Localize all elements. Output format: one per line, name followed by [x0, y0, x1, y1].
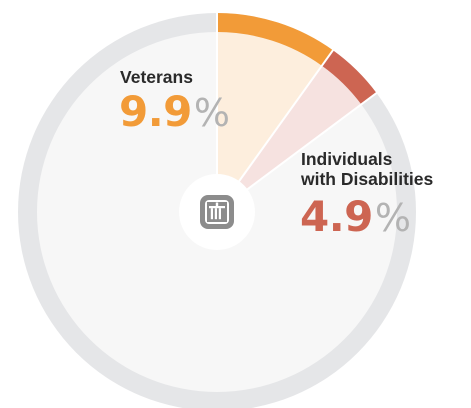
disabilities-value: 4.9%: [300, 192, 411, 241]
thunderbird-logo-icon: [200, 195, 234, 229]
disabilities-label: Individuals with Disabilities: [301, 149, 433, 189]
disabilities-percent-sign: %: [374, 196, 411, 240]
disabilities-slice-ring: [321, 50, 377, 105]
veterans-slice-fill: [217, 32, 322, 212]
disabilities-slice-fill: [217, 65, 362, 212]
veterans-percent-sign: %: [193, 91, 230, 135]
veterans-label: Veterans: [120, 67, 193, 87]
veterans-slice-ring: [217, 13, 333, 66]
disabilities-value-number: 4.9: [300, 192, 373, 241]
disabilities-label-line-2: with Disabilities: [301, 169, 434, 189]
chart-slices: [216, 12, 378, 213]
veterans-value: 9.9%: [119, 87, 230, 136]
disabilities-label-line-1: Individuals: [301, 149, 393, 169]
veterans-value-number: 9.9: [119, 87, 192, 136]
